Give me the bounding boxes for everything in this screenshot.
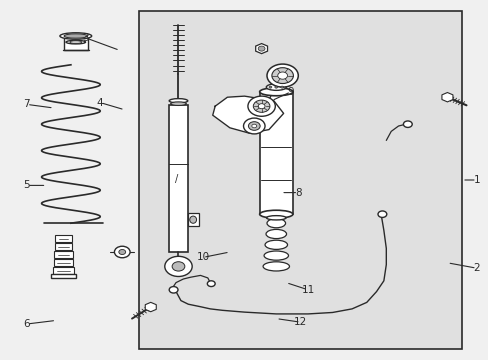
Ellipse shape xyxy=(263,262,289,271)
Bar xyxy=(51,274,76,278)
Circle shape xyxy=(258,104,264,109)
Circle shape xyxy=(271,68,293,84)
Text: /: / xyxy=(175,174,178,184)
Text: 12: 12 xyxy=(293,317,307,327)
Circle shape xyxy=(266,64,298,87)
Ellipse shape xyxy=(266,216,285,220)
Circle shape xyxy=(251,124,256,128)
Circle shape xyxy=(172,262,184,271)
Circle shape xyxy=(247,96,275,116)
Text: 7: 7 xyxy=(23,99,30,109)
Text: 11: 11 xyxy=(301,285,314,295)
Bar xyxy=(55,243,72,250)
Text: 4: 4 xyxy=(97,98,103,108)
Polygon shape xyxy=(212,96,283,133)
Bar xyxy=(139,11,461,349)
Bar xyxy=(55,235,72,242)
Text: 2: 2 xyxy=(472,263,479,273)
Ellipse shape xyxy=(266,219,285,228)
Text: 10: 10 xyxy=(196,252,209,262)
Ellipse shape xyxy=(66,40,85,44)
Ellipse shape xyxy=(259,210,292,218)
Ellipse shape xyxy=(64,34,87,38)
Ellipse shape xyxy=(169,99,187,103)
Circle shape xyxy=(258,46,264,51)
Text: 9: 9 xyxy=(287,87,294,97)
Ellipse shape xyxy=(265,229,286,239)
Circle shape xyxy=(403,121,411,127)
Circle shape xyxy=(207,281,215,287)
Bar xyxy=(53,267,74,274)
Bar xyxy=(187,213,198,226)
Bar xyxy=(63,35,88,50)
Circle shape xyxy=(243,118,264,134)
Circle shape xyxy=(280,86,283,88)
Circle shape xyxy=(377,211,386,217)
Ellipse shape xyxy=(264,251,288,260)
Ellipse shape xyxy=(189,216,196,223)
Bar xyxy=(54,251,73,258)
Circle shape xyxy=(268,86,271,88)
Ellipse shape xyxy=(60,33,92,39)
Circle shape xyxy=(164,256,192,276)
Text: 5: 5 xyxy=(23,180,30,190)
Circle shape xyxy=(253,100,269,112)
Bar xyxy=(169,105,187,252)
Ellipse shape xyxy=(170,102,186,105)
Circle shape xyxy=(119,249,125,255)
Ellipse shape xyxy=(266,84,285,90)
Ellipse shape xyxy=(70,41,81,44)
Text: 6: 6 xyxy=(23,319,30,329)
Circle shape xyxy=(169,287,178,293)
Text: 8: 8 xyxy=(294,188,301,198)
Bar xyxy=(54,259,73,266)
Circle shape xyxy=(114,246,130,258)
Circle shape xyxy=(248,122,260,130)
Ellipse shape xyxy=(264,240,287,249)
Circle shape xyxy=(274,86,277,88)
Text: 1: 1 xyxy=(472,175,479,185)
Bar xyxy=(259,92,292,214)
Text: 3: 3 xyxy=(82,33,89,43)
Ellipse shape xyxy=(259,88,292,96)
Circle shape xyxy=(277,72,287,79)
